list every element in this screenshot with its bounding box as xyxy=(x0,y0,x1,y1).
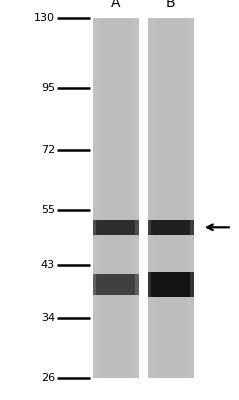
Bar xyxy=(136,220,139,235)
Bar xyxy=(92,274,96,295)
Bar xyxy=(100,18,132,378)
Bar xyxy=(147,18,194,378)
Text: 34: 34 xyxy=(41,313,55,323)
Text: B: B xyxy=(166,0,176,10)
Text: 55: 55 xyxy=(41,206,55,216)
Text: A: A xyxy=(111,0,121,10)
Bar xyxy=(190,272,194,297)
Bar xyxy=(190,220,194,235)
Bar xyxy=(136,274,139,295)
Bar xyxy=(92,220,96,235)
Bar xyxy=(147,220,151,235)
Text: 95: 95 xyxy=(41,83,55,93)
Bar xyxy=(147,220,194,235)
Text: 72: 72 xyxy=(41,145,55,155)
Text: 130: 130 xyxy=(34,13,55,23)
Bar xyxy=(92,18,139,378)
Bar xyxy=(155,18,187,378)
Bar xyxy=(92,220,139,235)
Bar xyxy=(92,274,139,295)
Text: 43: 43 xyxy=(41,260,55,270)
Bar xyxy=(147,272,194,297)
Bar xyxy=(147,272,151,297)
Text: 26: 26 xyxy=(41,373,55,383)
